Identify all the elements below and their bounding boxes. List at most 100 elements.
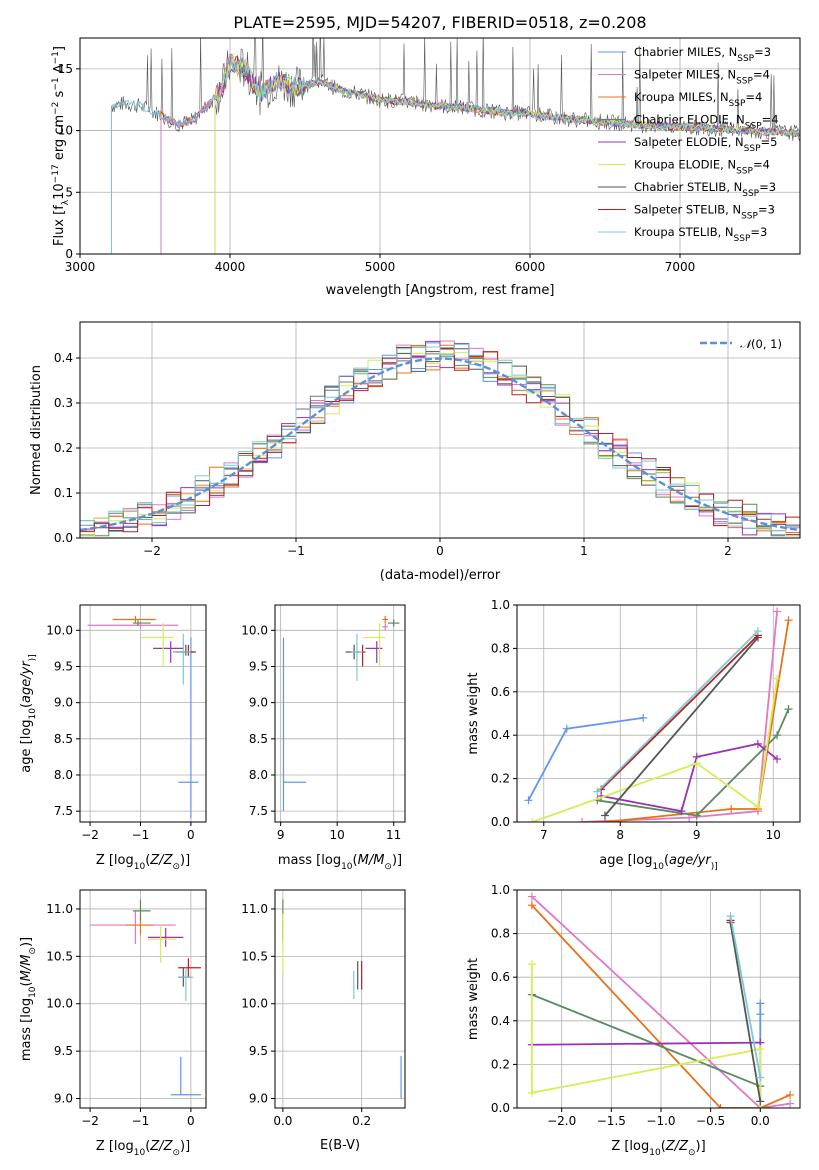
weight-vs-z-plot-area [527, 892, 795, 1108]
weight-vs-z-ylabel: mass weight [466, 958, 481, 1040]
weight-vs-age-line-kroupa-miles [604, 620, 790, 822]
weight-vs-z-ytick-label: 0.6 [491, 970, 510, 984]
weight-vs-z-xtick-label: −0.5 [696, 1114, 725, 1128]
mass-vs-ebv-xtick-label: 0.2 [352, 1114, 371, 1128]
weight-vs-age-xtick-label: 8 [616, 828, 624, 842]
age-vs-z-ytick-label: 9.5 [54, 659, 73, 673]
weight-vs-z-xtick-label: −1.0 [646, 1114, 675, 1128]
weight-vs-z-frame [516, 889, 801, 1109]
spectrum-xlabel: wavelength [Angstrom, rest frame] [326, 283, 555, 298]
spectrum-ytick-label: 5 [65, 185, 73, 199]
age-vs-mass-ytick-label: 10.0 [241, 623, 268, 637]
weight-vs-age-plot-area [524, 607, 793, 822]
weight-vs-age-xtick-label: 10 [766, 828, 781, 842]
residuals-ylabel: Normed distribution [29, 365, 44, 495]
weight-vs-age-xtick-label: 7 [540, 828, 548, 842]
mass-vs-z-ytick-label: 9.0 [54, 1092, 73, 1106]
spectrum-legend-label-chabrier-miles: Chabrier MILES, NSSP=3 [634, 45, 771, 64]
age-vs-mass-xtick-label: 11 [386, 828, 401, 842]
weight-vs-z-xtick-label: 0.0 [751, 1114, 770, 1128]
residuals-ytick-label: 0.1 [54, 486, 73, 500]
residuals-ytick-label: 0.2 [54, 441, 73, 455]
spectrum-xtick-label: 5000 [365, 260, 396, 274]
age-vs-z-axes: −2 −1 0 7.5 8.0 8.5 9.0 9.5 10.0 [46, 605, 206, 842]
weight-vs-age-marker-salpeter-elodie [753, 739, 762, 748]
mass-vs-ebv-plot-area [282, 899, 402, 1099]
residuals-hist-kroupa-stelib [80, 343, 800, 531]
weight-vs-z-xtick-label: −1.5 [597, 1114, 626, 1128]
spectrum-legend-label-chabrier-stelib: Chabrier STELIB, NSSP=3 [634, 180, 776, 199]
weight-vs-z-xtick-label: −2.0 [547, 1114, 576, 1128]
spectrum-ytick-label: 10 [58, 124, 73, 138]
residuals-ytick-label: 0.3 [54, 396, 73, 410]
residuals-ytick-label: 0.0 [54, 531, 73, 545]
weight-vs-z-marker-kroupa-elodie [756, 1045, 765, 1054]
weight-vs-z-line-chabrier-stelib [729, 922, 762, 1102]
weight-vs-age-line-chabrier-stelib [604, 636, 759, 817]
weight-vs-age-xtick-label: 9 [693, 828, 701, 842]
weight-vs-age-marker-chabrier-elodie [784, 705, 793, 714]
mass-vs-z-xlabel: Z [log10(Z/Z⊙)] [96, 1139, 190, 1158]
residuals-xlabel: (data-model)/error [380, 568, 501, 583]
weight-vs-age-marker-kroupa-elodie [753, 802, 762, 811]
mass-vs-ebv-xtick-label: 0.0 [273, 1114, 292, 1128]
weight-vs-age-marker-salpeter-elodie [677, 807, 686, 816]
residuals-ytick-label: 0.4 [54, 351, 73, 365]
figure-title: PLATE=2595, MJD=54207, FIBERID=0518, z=0… [233, 13, 646, 32]
mass-vs-z-xtick-label: −1 [132, 1114, 150, 1128]
weight-vs-age-line-salpeter-miles [581, 611, 778, 822]
weight-vs-age-marker-chabrier-elodie [692, 811, 701, 820]
spectrum-legend-label-kroupa-elodie: Kroupa ELODIE, NSSP=4 [634, 158, 770, 177]
residuals-xtick-label: −2 [143, 544, 161, 558]
spectrum-xtick-label: 7000 [665, 260, 696, 274]
weight-vs-z-ytick-label: 0.0 [491, 1101, 510, 1115]
weight-vs-age-ytick-label: 1.0 [491, 598, 510, 612]
weight-vs-age-marker-chabrier-stelib [600, 811, 609, 820]
age-vs-mass-ytick-label: 9.0 [249, 696, 268, 710]
weight-vs-age-line-kroupa-elodie [531, 678, 778, 822]
age-vs-mass-xtick-label: 9 [277, 828, 285, 842]
mass-vs-z-ytick-label: 9.5 [54, 1044, 73, 1058]
weight-vs-age-marker-kroupa-miles [727, 804, 736, 813]
age-vs-z-xtick-label: −1 [132, 828, 150, 842]
weight-vs-z-marker-kroupa-stelib [726, 912, 735, 921]
weight-vs-age-ytick-label: 0.2 [491, 772, 510, 786]
weight-vs-z-ytick-label: 1.0 [491, 883, 510, 897]
residuals-xtick-label: 1 [580, 544, 588, 558]
weight-vs-z-marker-kroupa-miles [716, 1104, 725, 1108]
spectrum-legend-label-salpeter-miles: Salpeter MILES, NSSP=4 [634, 68, 770, 87]
residuals-xtick-label: −1 [287, 544, 305, 558]
mass-vs-ebv-ytick-label: 9.0 [249, 1092, 268, 1106]
weight-vs-z-line-kroupa-stelib [729, 915, 762, 1078]
weight-vs-z-marker-kroupa-miles [786, 1090, 795, 1099]
mass-vs-ebv-ytick-label: 9.5 [249, 1044, 268, 1058]
weight-vs-z-marker-kroupa-elodie [527, 960, 536, 969]
age-vs-z-ytick-label: 10.0 [46, 623, 73, 637]
age-vs-z-ytick-label: 8.5 [54, 732, 73, 746]
weight-vs-z-marker-chabrier-miles [756, 1010, 765, 1019]
age-vs-z-ylabel: age [log10(age/yr)] [19, 654, 38, 772]
weight-vs-age-marker-salpeter-miles [578, 818, 587, 822]
mass-vs-ebv-ytick-label: 10.0 [241, 997, 268, 1011]
mass-vs-z-ytick-label: 10.5 [46, 949, 73, 963]
residuals-xtick-label: 2 [724, 544, 732, 558]
mass-vs-ebv-frame [274, 889, 406, 1109]
mass-vs-z-ylabel: mass [log10(M/M⊙)] [19, 937, 38, 1061]
spectrum-legend-label-kroupa-stelib: Kroupa STELIB, NSSP=3 [634, 225, 767, 244]
age-vs-mass-xlabel: mass [log10(M/M⊙)] [278, 853, 402, 872]
weight-vs-age-line-kroupa-stelib [596, 630, 759, 793]
weight-vs-z-marker-salpeter-miles [527, 892, 536, 901]
weight-vs-age-marker-kroupa-elodie [692, 759, 701, 768]
weight-vs-z-marker-salpeter-miles [786, 1099, 795, 1108]
weight-vs-age-marker-chabrier-miles [562, 724, 571, 733]
weight-vs-age-marker-chabrier-miles [524, 796, 533, 805]
spectrum-plot-area [111, 38, 800, 254]
weight-vs-age-marker-salpeter-miles [773, 607, 782, 616]
age-vs-z-ytick-label: 7.5 [54, 804, 73, 818]
weight-vs-z-marker-kroupa-stelib [756, 1073, 765, 1082]
age-vs-mass-ytick-label: 8.5 [249, 732, 268, 746]
weight-vs-z-ytick-label: 0.2 [491, 1057, 510, 1071]
weight-vs-z-ytick-label: 0.4 [491, 1014, 510, 1028]
weight-vs-age-marker-kroupa-stelib [753, 627, 762, 636]
